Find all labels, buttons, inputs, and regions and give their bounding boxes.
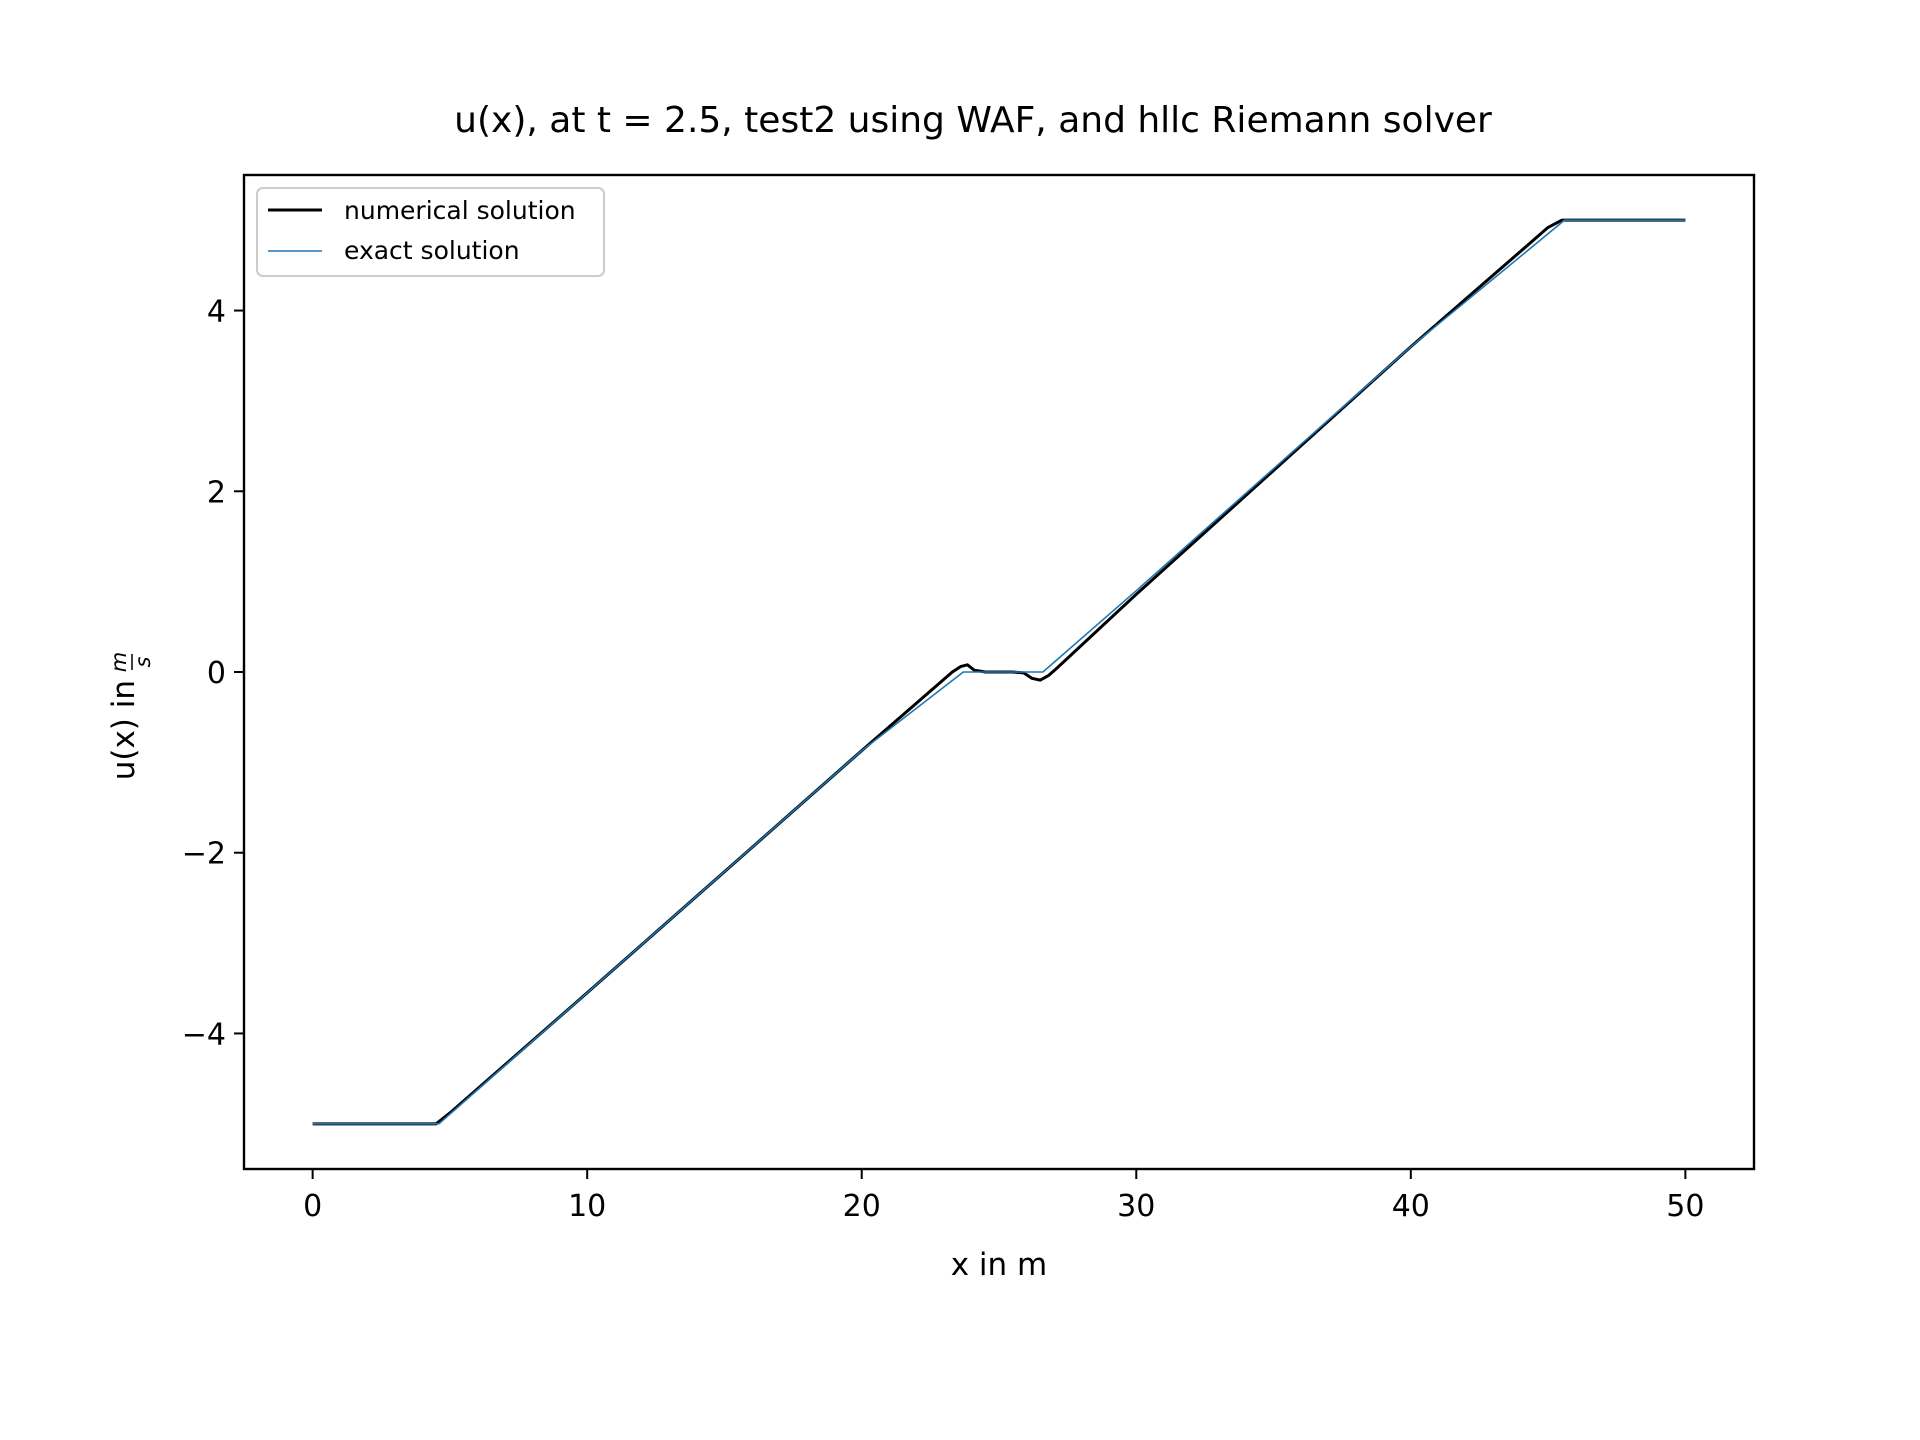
y-tick-label: 4 (207, 295, 226, 330)
legend-label-exact: exact solution (344, 236, 520, 265)
chart-title: u(x), at t = 2.5, test2 using WAF, and h… (454, 100, 1492, 141)
x-tick-label: 20 (843, 1189, 881, 1224)
series-layer (312, 218, 1686, 1126)
x-axis: 0 10 20 30 40 50 (303, 1169, 1704, 1224)
x-tick-label: 50 (1666, 1189, 1704, 1224)
y-axis-label-unit-numerator: m (107, 652, 131, 672)
x-tick-label: 10 (568, 1189, 606, 1224)
y-tick-label: 0 (207, 656, 226, 691)
x-tick-label: 0 (303, 1189, 322, 1224)
y-axis-label-unit-denominator: s (131, 656, 155, 667)
y-tick-label: 2 (207, 475, 226, 510)
y-tick-label: −4 (182, 1017, 226, 1052)
x-axis-label: x in m (951, 1247, 1048, 1283)
series-line-1 (312, 219, 1686, 1125)
x-tick-label: 40 (1392, 1189, 1430, 1224)
legend-frame (256, 187, 605, 277)
y-axis-label-prefix: u(x) in (106, 680, 142, 780)
legend-label-numerical: numerical solution (344, 196, 576, 225)
y-axis-label: u(x) in m s (106, 652, 155, 781)
x-tick-label: 30 (1117, 1189, 1155, 1224)
y-tick-label: −2 (182, 837, 226, 872)
legend: numerical solution exact solution (256, 187, 605, 277)
y-axis: −4 −2 0 2 4 (182, 295, 244, 1052)
plot-area (312, 218, 1686, 1126)
